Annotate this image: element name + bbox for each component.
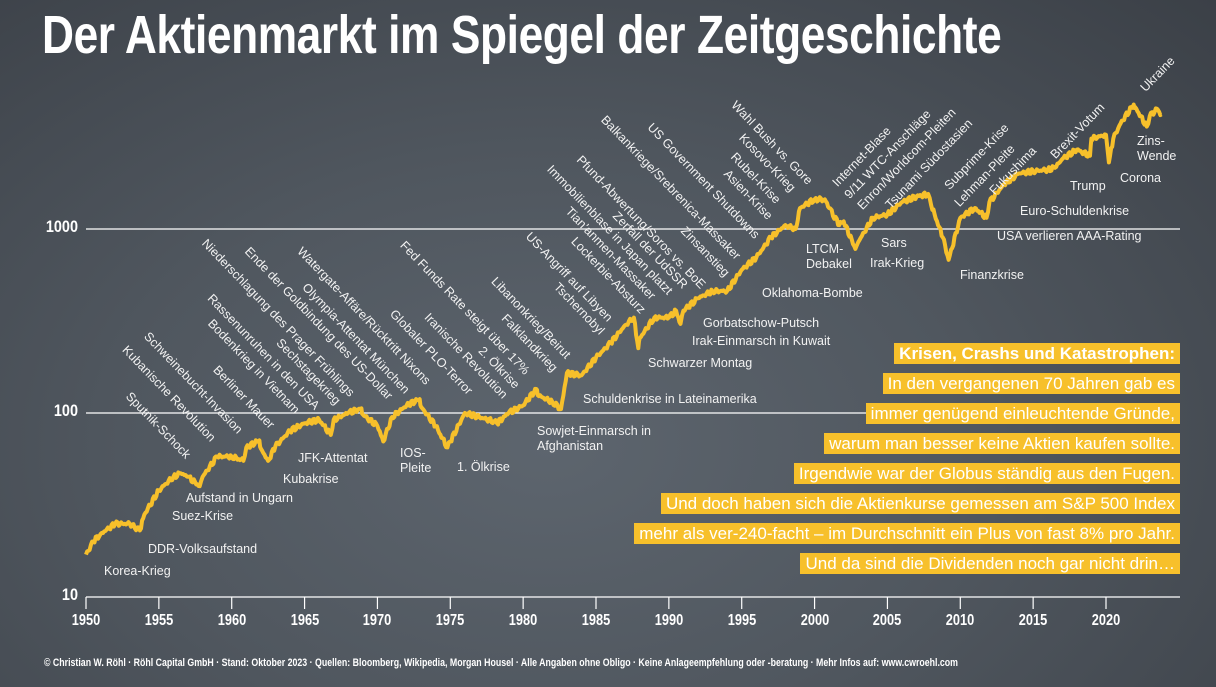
footer-credits: © Christian W. Röhl · Röhl Capital GmbH … xyxy=(44,657,959,669)
event-label: JFK-Attentat xyxy=(298,451,368,465)
y-tick-label: 10 xyxy=(61,585,78,604)
event-label: Zins- Wende xyxy=(1137,134,1177,163)
event-label: Sowjet-Einmarsch in Afghanistan xyxy=(537,424,651,453)
textbox-line: Irgendwie war der Globus ständig aus den… xyxy=(634,463,1180,485)
y-tick-label: 100 xyxy=(53,401,78,420)
textbox-line: mehr als ver-240-facht – im Durchschnitt… xyxy=(634,523,1180,545)
event-label: IOS- Pleite xyxy=(400,446,432,475)
x-tick-label: 1965 xyxy=(290,612,319,629)
x-tick-label: 2005 xyxy=(873,612,902,629)
x-tick-label: 2020 xyxy=(1091,612,1121,629)
x-tick-label: 1995 xyxy=(727,612,756,629)
x-tick-label: 1985 xyxy=(581,612,611,629)
event-label: Trump xyxy=(1070,179,1106,193)
event-label: Irak-Einmarsch in Kuwait xyxy=(692,334,831,348)
event-label: Aufstand in Ungarn xyxy=(186,491,294,505)
x-tick-label: 1990 xyxy=(654,612,684,629)
x-tick-label: 1980 xyxy=(508,612,538,629)
event-label: USA verlieren AAA-Rating xyxy=(997,229,1142,243)
textbox-line: Und doch haben sich die Aktienkurse geme… xyxy=(634,493,1180,515)
x-tick-label: 1960 xyxy=(217,612,246,629)
x-tick-label: 1970 xyxy=(363,612,392,629)
textbox-line: Und da sind die Dividenden noch gar nich… xyxy=(634,553,1180,575)
y-tick-label: 1000 xyxy=(45,217,78,236)
event-label: Oklahoma-Bombe xyxy=(762,286,863,300)
x-tick-label: 2000 xyxy=(800,612,829,629)
event-label: Irak-Krieg xyxy=(870,256,925,270)
textbox-line: immer genügend einleuchtende Gründe, xyxy=(634,403,1180,425)
event-label: Sars xyxy=(881,236,907,250)
page-title: Der Aktienmarkt im Spiegel der Zeitgesch… xyxy=(42,5,1002,65)
event-label: Euro-Schuldenkrise xyxy=(1020,204,1130,218)
textbox-line: warum man besser keine Aktien kaufen sol… xyxy=(634,433,1180,455)
x-tick-label: 2010 xyxy=(946,612,975,629)
event-label: Kubakrise xyxy=(283,472,339,486)
x-tick-label: 1955 xyxy=(144,612,174,629)
x-tick-label: 2015 xyxy=(1018,612,1048,629)
event-label: Corona xyxy=(1120,171,1161,185)
event-label: Suez-Krise xyxy=(172,509,234,523)
event-label: Korea-Krieg xyxy=(104,564,171,578)
event-label: Schwarzer Montag xyxy=(648,356,753,370)
textbox-line: In den vergangenen 70 Jahren gab es xyxy=(634,373,1180,395)
info-textbox: Krisen, Crashs und Katastrophen: In den … xyxy=(634,343,1180,583)
x-tick-label: 1975 xyxy=(436,612,465,629)
event-label: 1. Ölkrise xyxy=(457,460,510,474)
sp500-line xyxy=(84,102,1163,556)
textbox-heading: Krisen, Crashs und Katastrophen: xyxy=(634,343,1180,365)
event-label: Finanzkrise xyxy=(960,268,1024,282)
event-label: DDR-Volksaufstand xyxy=(148,542,258,556)
x-tick-label: 1950 xyxy=(71,612,101,629)
event-label: Schuldenkrise in Lateinamerika xyxy=(583,392,757,406)
event-label: Gorbatschow-Putsch xyxy=(703,316,820,330)
event-label: LTCM- Debakel xyxy=(806,242,852,271)
